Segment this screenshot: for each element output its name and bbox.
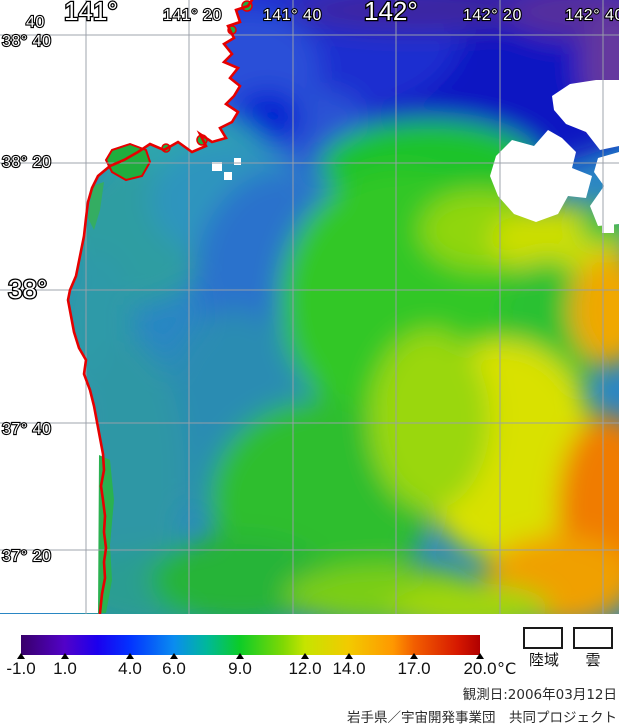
axis-label-37-40: 37° 40: [2, 421, 51, 438]
axis-label-38-20: 38° 20: [2, 154, 51, 171]
colorbar-tick-marker: [170, 653, 178, 659]
colorbar-tick-marker: [236, 653, 244, 659]
colorbar-tick-label: 6.0: [162, 659, 186, 678]
land-mass: [0, 0, 252, 613]
legend-cloud-swatch: [573, 627, 613, 649]
colorbar-unit-label: °C: [497, 659, 517, 678]
colorbar-tick-marker: [410, 653, 418, 659]
legend-cloud-label: 雲: [585, 651, 601, 669]
colorbar-tick-label: 1.0: [53, 659, 77, 678]
colorbar-tick-label: 12.0: [288, 659, 322, 678]
colorbar-tick-label: 14.0: [332, 659, 366, 678]
axis-label-141: 141°: [64, 0, 118, 26]
colorbar-tick-label: -1.0: [6, 659, 36, 678]
axis-label-141-40: 141° 40: [263, 7, 322, 24]
colorbar-tick-marker: [61, 653, 69, 659]
colorbar-tick-label: 20.0: [463, 659, 497, 678]
colorbar-tick-marker: [301, 653, 309, 659]
axis-label-142-20: 142° 20: [463, 7, 522, 24]
axis-label-38: 38°: [8, 274, 47, 304]
axis-label-142: 142°: [364, 0, 418, 26]
axis-label-38-40: 38° 40: [2, 33, 51, 50]
graticule: [0, 0, 619, 614]
colorbar-tick-label: 4.0: [118, 659, 142, 678]
project-credit: 岩手県／宇宙開発事業団 共同プロジェクト: [347, 710, 617, 725]
legend-land-swatch: [523, 627, 563, 649]
colorbar-tick-label: 9.0: [228, 659, 252, 678]
axis-labels: 40 141° 141° 20 141° 40 142° 142° 20 142…: [1, 0, 619, 566]
cloud-mask: [212, 80, 619, 233]
axis-label-141-20: 141° 20: [163, 7, 222, 24]
colorbar-tick-marker: [126, 653, 134, 659]
axis-label-37-20: 37° 20: [2, 548, 51, 565]
colorbar-tick-label: 17.0: [397, 659, 431, 678]
axis-label-140-40-partial: 40: [26, 14, 45, 31]
legend-land-label: 陸域: [528, 651, 560, 669]
colorbar-tick-marker: [345, 653, 353, 659]
colorbar-tick-marker: [17, 653, 25, 659]
map-area: 40 141° 141° 20 141° 40 142° 142° 20 142…: [0, 0, 619, 633]
coastline: [66, 0, 254, 615]
sst-map-svg: 40 141° 141° 20 141° 40 142° 142° 20 142…: [0, 0, 619, 633]
axis-label-142-40: 142° 40: [565, 7, 619, 24]
colorbar-tick-marker: [476, 653, 484, 659]
observation-date: 観測日:2006年03月12日: [462, 687, 617, 703]
colorbar-gradient: [21, 635, 480, 655]
